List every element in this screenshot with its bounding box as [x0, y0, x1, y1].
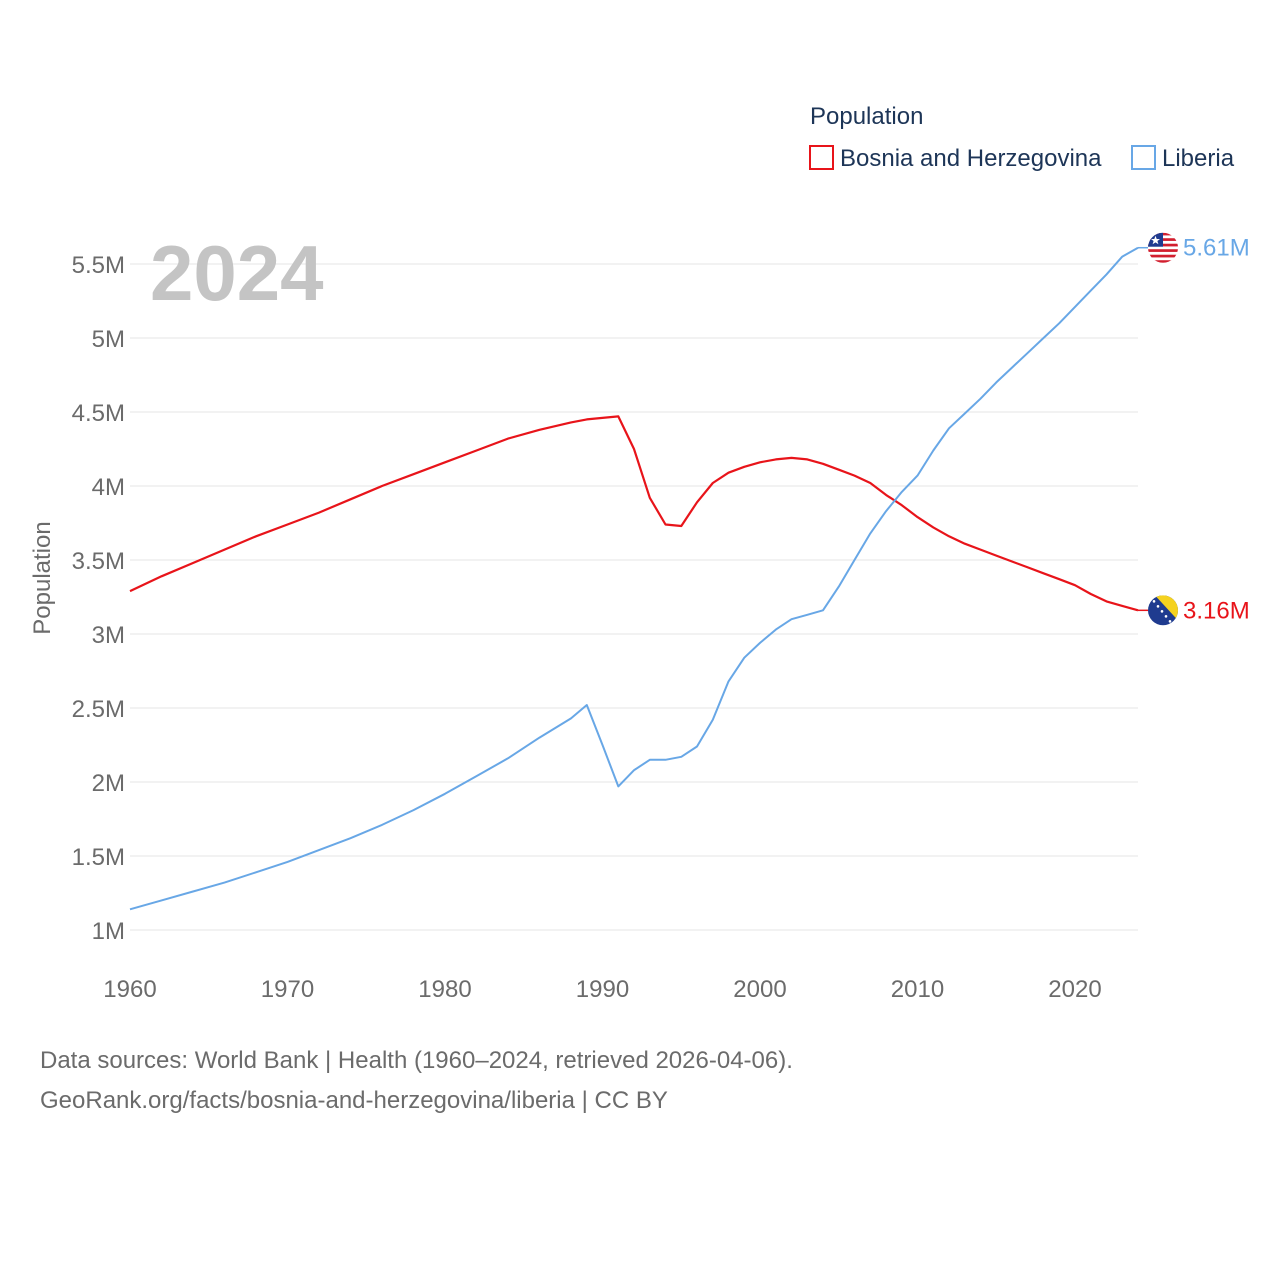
- series-layer: [129, 246, 1139, 911]
- y-tick-label: 4M: [92, 474, 125, 501]
- legend-swatch-liberia[interactable]: [1131, 145, 1156, 170]
- y-tick-label: 3.5M: [72, 548, 125, 575]
- x-tick-label: 1970: [261, 976, 314, 1003]
- x-axis-ticks: 1960 1970 1980 1990 2000 2010 2020: [103, 976, 1101, 1003]
- liberia-end-marker: 5.61M: [1138, 232, 1250, 263]
- bosnia-end-marker: 3.16M: [1138, 595, 1250, 626]
- source-line-2[interactable]: GeoRank.org/facts/bosnia-and-herzegovina…: [40, 1087, 668, 1114]
- legend-label-liberia[interactable]: Liberia: [1162, 145, 1235, 172]
- x-tick-label: 1980: [418, 976, 471, 1003]
- series-line-liberia[interactable]: [129, 246, 1139, 911]
- grid-layer: [130, 263, 1138, 931]
- y-tick-label: 5.5M: [72, 252, 125, 279]
- y-tick-label: 4.5M: [72, 400, 125, 427]
- legend-swatch-bosnia[interactable]: [809, 145, 834, 170]
- current-year-label: 2024: [150, 229, 324, 317]
- y-axis-ticks: 1M 1.5M 2M 2.5M 3M 3.5M 4M 4.5M 5M 5.5M: [72, 252, 125, 945]
- x-tick-label: 2000: [733, 976, 786, 1003]
- y-axis-title: Population: [29, 521, 56, 634]
- series-line-bosnia[interactable]: [129, 415, 1139, 612]
- liberia-end-value: 5.61M: [1183, 235, 1250, 262]
- bosnia-flag-icon: [1148, 595, 1178, 626]
- legend-title: Population: [810, 103, 923, 130]
- liberia-flag-icon: [1148, 232, 1178, 263]
- y-tick-label: 1M: [92, 918, 125, 945]
- y-tick-label: 1.5M: [72, 844, 125, 871]
- bosnia-end-value: 3.16M: [1183, 597, 1250, 624]
- y-tick-label: 2.5M: [72, 696, 125, 723]
- x-tick-label: 2020: [1048, 976, 1101, 1003]
- source-line-1: Data sources: World Bank | Health (1960–…: [40, 1047, 793, 1074]
- x-tick-label: 1960: [103, 976, 156, 1003]
- y-tick-label: 2M: [92, 770, 125, 797]
- legend-label-bosnia[interactable]: Bosnia and Herzegovina: [840, 145, 1102, 172]
- x-tick-label: 2010: [891, 976, 944, 1003]
- y-tick-label: 3M: [92, 622, 125, 649]
- x-tick-label: 1990: [576, 976, 629, 1003]
- y-tick-label: 5M: [92, 326, 125, 353]
